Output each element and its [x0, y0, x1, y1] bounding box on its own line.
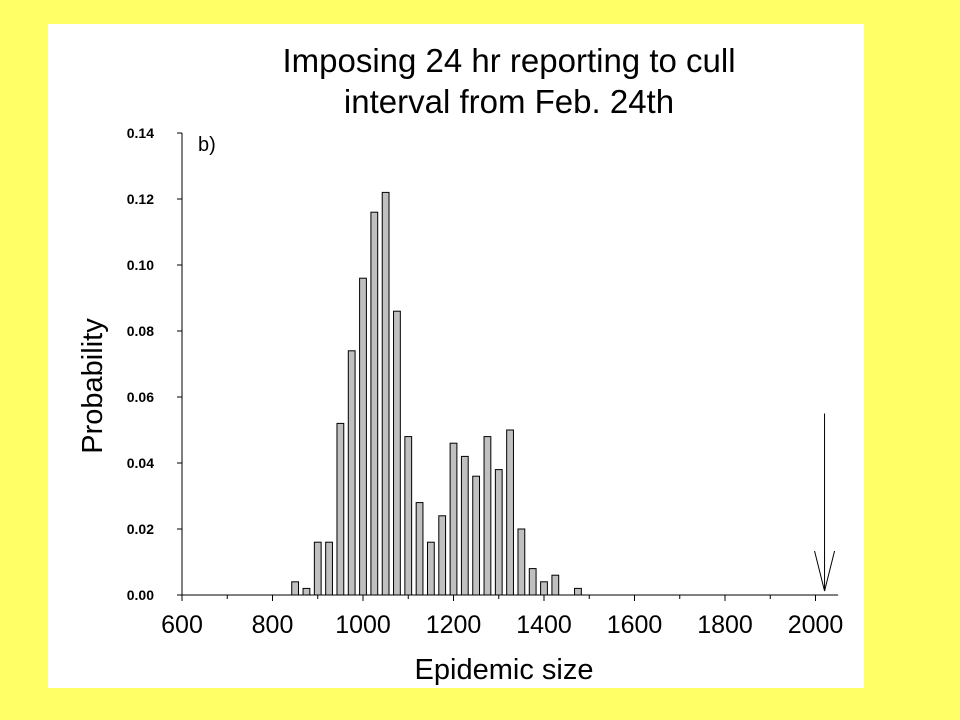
y-tick-label: 0.10 — [127, 257, 154, 273]
histogram-bar — [325, 541, 333, 596]
y-tick-label: 0.00 — [127, 587, 154, 603]
histogram-bar — [291, 581, 300, 596]
x-tick-label: 1000 — [335, 611, 391, 639]
bars — [291, 191, 582, 596]
y-tick-label: 0.14 — [127, 125, 154, 141]
histogram-bar — [370, 211, 379, 596]
histogram-bar — [494, 469, 503, 596]
y-tick-label: 0.04 — [127, 455, 154, 471]
chart-title-line-1: Imposing 24 hr reporting to cull — [282, 42, 735, 79]
histogram-bar — [574, 587, 582, 596]
y-tick-label: 0.02 — [127, 521, 154, 537]
histogram-bar — [528, 568, 537, 596]
histogram-bar — [359, 277, 367, 596]
x-tick-label: 1200 — [426, 611, 482, 639]
histogram-bar — [551, 574, 560, 596]
histogram-bar — [506, 429, 514, 596]
histogram-bar — [393, 310, 401, 596]
histogram-bar — [438, 515, 447, 596]
y-axis-label: Probability — [77, 318, 109, 454]
histogram-bar — [540, 581, 548, 596]
histogram-bar — [415, 502, 424, 596]
x-tick-label: 600 — [161, 611, 203, 639]
histogram-bar — [381, 191, 390, 596]
panel-label: b) — [198, 134, 216, 156]
histogram-bar — [460, 455, 469, 596]
histogram-bar — [472, 475, 481, 596]
histogram-bar — [517, 528, 526, 596]
x-tick-label: 2000 — [788, 611, 844, 639]
x-tick-label: 1800 — [697, 611, 753, 639]
arrow-head — [814, 550, 836, 592]
axes: 0.00 0.02 0.04 0.06 0.08 0.10 0.12 0.14 600 800 10… — [127, 125, 844, 639]
histogram-bar — [449, 442, 458, 596]
chart-title-line-2: interval from Feb. 24th — [344, 83, 674, 120]
histogram-bar — [426, 541, 435, 596]
x-tick-label: 1400 — [516, 611, 572, 639]
annotations — [814, 413, 836, 592]
histogram-bar — [313, 541, 322, 596]
y-tick-label: 0.06 — [127, 389, 154, 405]
histogram-bar — [302, 587, 311, 596]
histogram-bar — [404, 436, 413, 596]
y-tick-label: 0.08 — [127, 323, 154, 339]
x-axis-label: Epidemic size — [415, 654, 594, 686]
y-tick-label: 0.12 — [127, 191, 154, 207]
histogram-bar — [347, 350, 356, 596]
x-tick-label: 800 — [252, 611, 294, 639]
chart-panel: Imposing 24 hr reporting to cull interva… — [48, 24, 864, 688]
histogram-bar — [483, 436, 492, 596]
histogram-bar — [336, 422, 345, 596]
x-tick-label: 1600 — [607, 611, 663, 639]
histogram-chart: Imposing 24 hr reporting to cull interva… — [77, 42, 844, 686]
